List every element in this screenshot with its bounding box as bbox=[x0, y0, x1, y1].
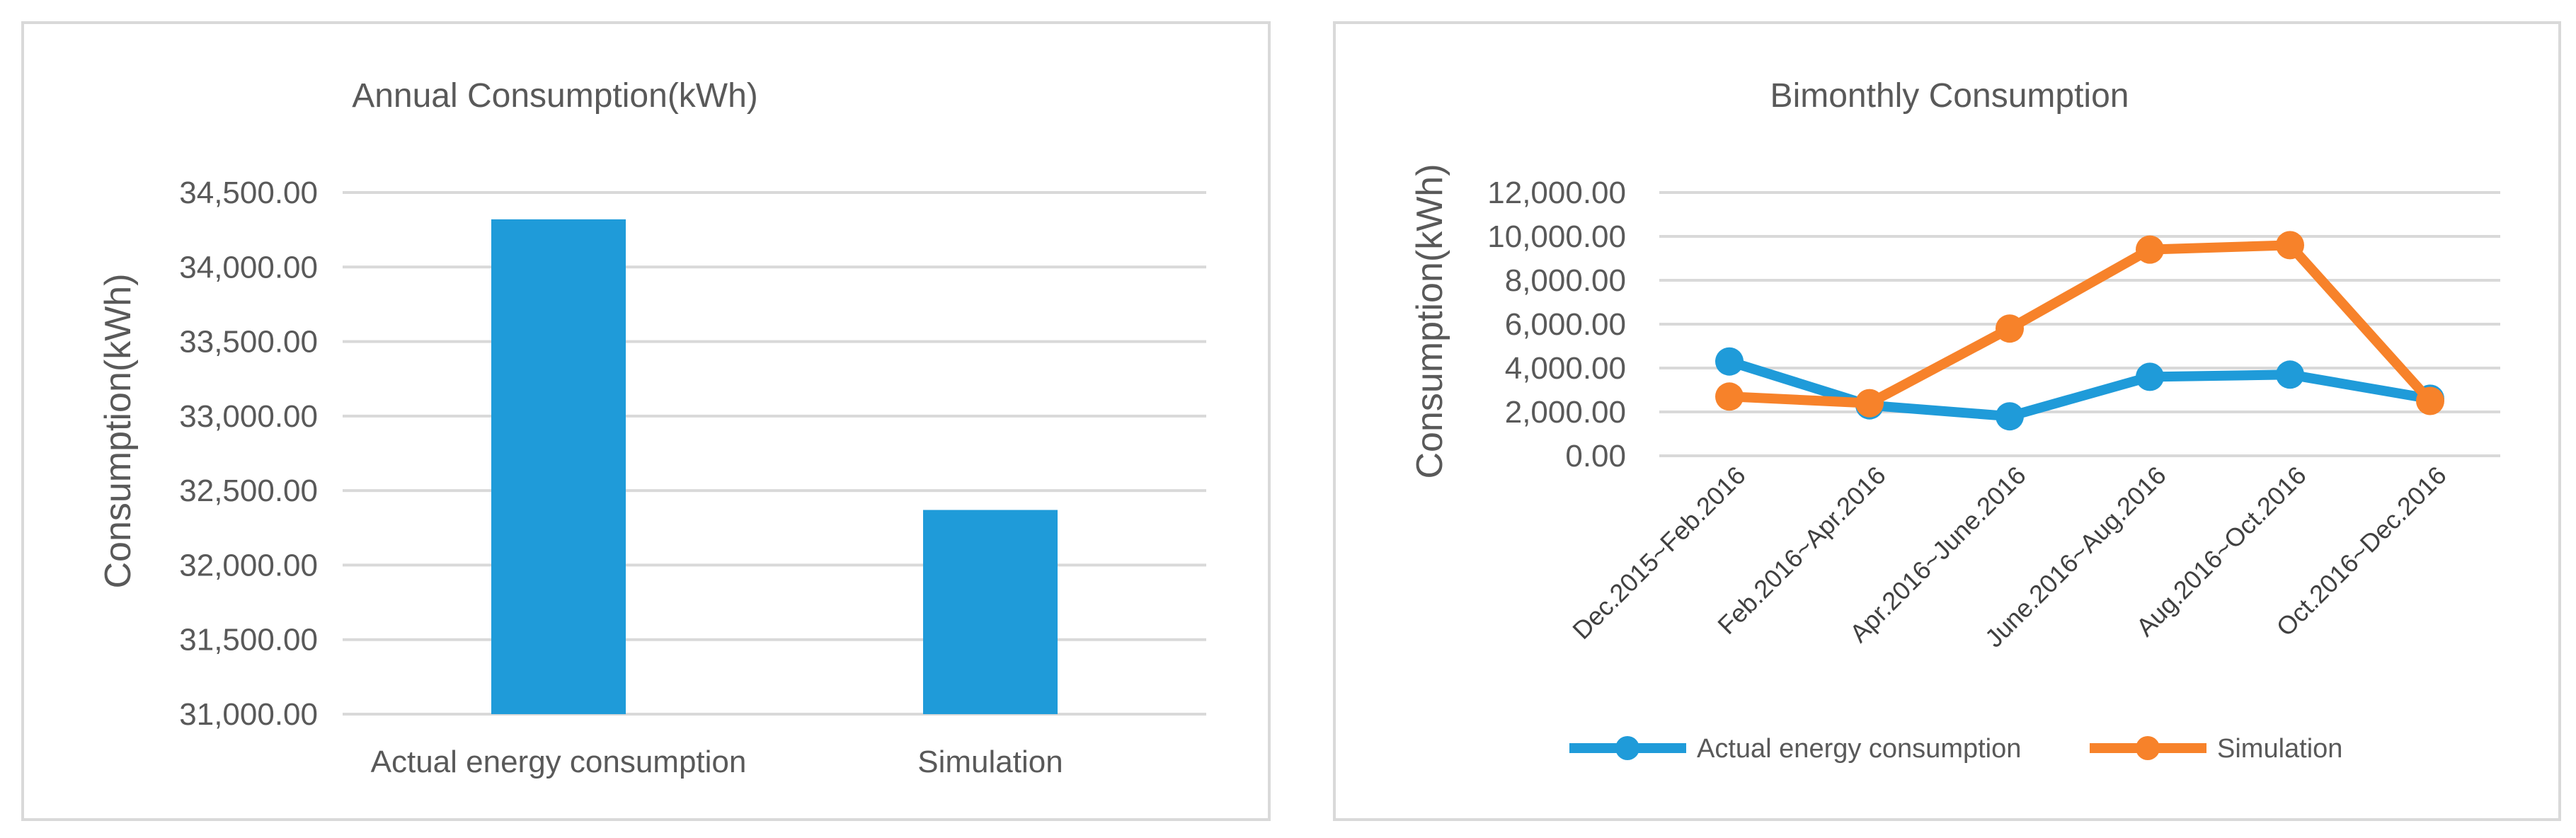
y-tick-label: 33,000.00 bbox=[179, 399, 318, 434]
chart-title: Bimonthly Consumption bbox=[1770, 77, 2129, 115]
legend-label-actual: Actual energy consumption bbox=[1697, 734, 2021, 764]
y-tick-label: 32,000.00 bbox=[179, 548, 318, 582]
y-tick-label: 32,500.00 bbox=[179, 473, 318, 508]
legend-marker-simulation bbox=[2136, 736, 2160, 760]
legend-label-simulation: Simulation bbox=[2217, 734, 2342, 764]
data-point-simulation bbox=[1855, 389, 1884, 418]
data-point-actual bbox=[1996, 402, 2024, 431]
data-point-simulation bbox=[2416, 386, 2444, 415]
y-tick-label: 31,500.00 bbox=[179, 623, 318, 658]
x-category-label: Simulation bbox=[917, 745, 1063, 779]
bimonthly-consumption-chart-panel: Bimonthly Consumption Consumption(kWh) 0… bbox=[1333, 21, 2561, 821]
data-point-actual bbox=[2136, 362, 2164, 391]
chart-title: Annual Consumption(kWh) bbox=[352, 77, 758, 115]
series-line-simulation bbox=[1729, 240, 2434, 408]
y-tick-label: 10,000.00 bbox=[1487, 219, 1626, 254]
series-line-actual bbox=[1727, 357, 2432, 422]
data-point-actual bbox=[1715, 347, 1744, 376]
y-tick-label: 0.00 bbox=[1565, 439, 1626, 473]
y-tick-label: 8,000.00 bbox=[1505, 263, 1626, 298]
data-point-simulation bbox=[2276, 231, 2304, 260]
x-category-label: Actual energy consumption bbox=[371, 745, 747, 779]
data-point-simulation bbox=[2136, 235, 2164, 264]
y-axis-title: Consumption(kWh) bbox=[1409, 163, 1450, 478]
data-point-actual bbox=[2276, 360, 2304, 389]
y-tick-label: 4,000.00 bbox=[1505, 351, 1626, 386]
y-tick-label: 33,500.00 bbox=[179, 325, 318, 360]
annual-consumption-chart-panel: Annual Consumption(kWh) Consumption(kWh)… bbox=[21, 21, 1271, 821]
y-axis-title: Consumption(kWh) bbox=[98, 273, 139, 588]
data-point-simulation bbox=[1715, 382, 1744, 411]
bar-actual bbox=[491, 219, 626, 715]
bimonthly-consumption-chart: Bimonthly Consumption Consumption(kWh) 0… bbox=[1409, 77, 2500, 764]
y-tick-label: 6,000.00 bbox=[1505, 307, 1626, 342]
data-point-simulation bbox=[1996, 314, 2024, 343]
y-tick-label: 34,000.00 bbox=[179, 250, 318, 285]
y-tick-label: 12,000.00 bbox=[1487, 176, 1626, 210]
y-tick-label: 31,000.00 bbox=[179, 697, 318, 732]
y-tick-label: 34,500.00 bbox=[179, 176, 318, 210]
y-tick-label: 2,000.00 bbox=[1505, 395, 1626, 430]
legend-marker-actual bbox=[1615, 736, 1639, 760]
annual-consumption-chart: Annual Consumption(kWh) Consumption(kWh)… bbox=[98, 77, 1206, 779]
bar-simulation bbox=[923, 510, 1058, 714]
